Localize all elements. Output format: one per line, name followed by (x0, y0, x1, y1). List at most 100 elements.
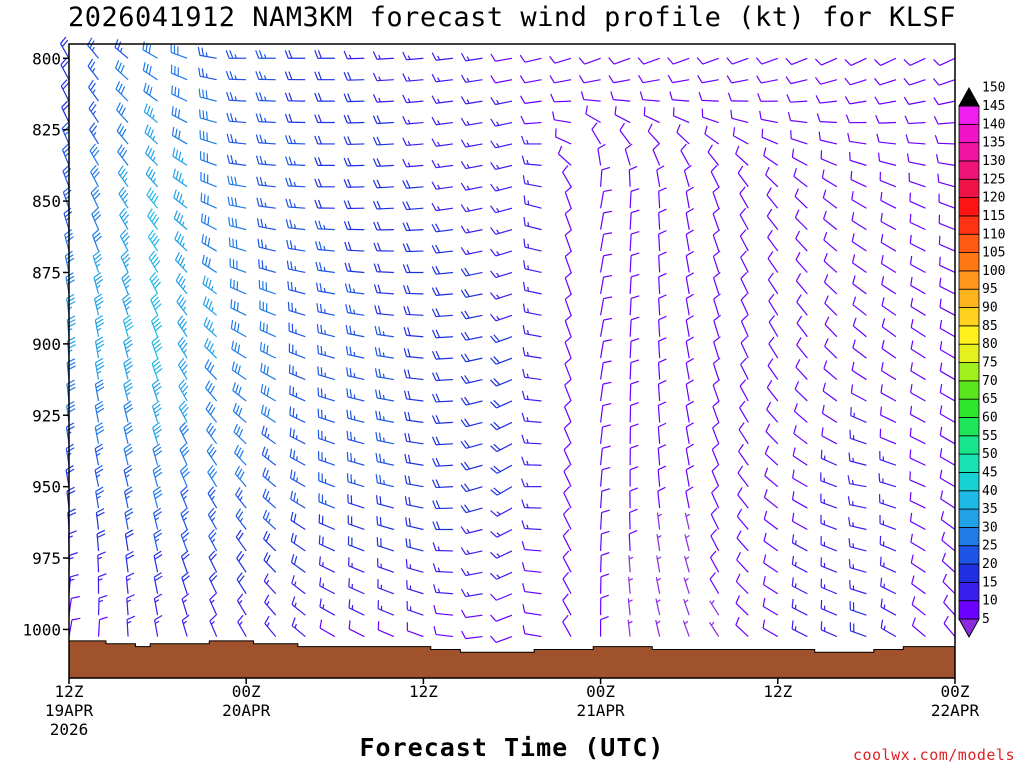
barb-shaft (766, 194, 779, 209)
wind-barb (123, 421, 134, 444)
wind-barb (738, 443, 749, 466)
barb-full (349, 389, 352, 398)
barb-full (549, 55, 556, 64)
barb-full (848, 452, 851, 462)
barb-full (258, 71, 263, 80)
barb-full (490, 423, 498, 431)
barb-shaft (554, 100, 572, 103)
barb-shaft (910, 348, 926, 359)
barb-half (437, 163, 441, 168)
barb-shaft (824, 324, 838, 338)
barb-shaft (766, 215, 779, 231)
barb-shaft (318, 459, 335, 466)
barb-shaft (209, 620, 218, 637)
barb-full (289, 448, 293, 458)
wind-barb (256, 218, 276, 231)
barb-shaft (564, 213, 572, 230)
barb-half (183, 391, 188, 396)
barb-full (176, 294, 182, 303)
wind-barb (737, 487, 749, 509)
wind-barb (767, 358, 779, 380)
wind-barb (123, 400, 134, 423)
wind-barb (260, 383, 277, 402)
wind-barb (767, 272, 779, 295)
barb-full (713, 314, 721, 321)
colorbar-cell (958, 435, 980, 455)
barb-full (372, 158, 378, 167)
barb-shaft (147, 215, 159, 230)
barb-full (181, 446, 188, 454)
barb-half (527, 286, 530, 292)
wind-barb (290, 490, 306, 509)
barb-full (490, 53, 496, 62)
barb-shaft (600, 426, 604, 444)
barb-shaft (763, 584, 779, 595)
barb-full (94, 443, 103, 450)
barb-half (437, 77, 441, 82)
wind-barb (95, 508, 105, 530)
wind-barb (708, 621, 720, 637)
wind-barb (939, 426, 956, 445)
barb-half (210, 599, 215, 604)
barb-full (266, 408, 270, 418)
wind-barb (490, 140, 513, 149)
barb-full (563, 486, 571, 494)
barb-shaft (740, 257, 749, 273)
barb-full (911, 617, 916, 626)
wind-barb (375, 410, 394, 423)
barb-half (205, 73, 208, 78)
wind-barb (658, 294, 667, 316)
wind-barb (343, 157, 365, 167)
barb-full (460, 246, 467, 255)
barb-shaft (880, 57, 897, 67)
colorbar-cell (958, 197, 980, 217)
wind-barb (847, 496, 867, 509)
wind-barb (97, 573, 107, 594)
barb-half (684, 599, 689, 603)
wind-barb (938, 235, 956, 252)
wind-barb (849, 429, 867, 445)
wind-barb (93, 271, 104, 295)
barb-shaft (600, 491, 603, 509)
wind-barb (736, 551, 749, 573)
barb-shaft (258, 184, 276, 188)
barb-half (234, 117, 238, 122)
barb-full (263, 364, 266, 374)
barb-half (92, 110, 97, 115)
wind-barb (88, 101, 100, 123)
barb-full (62, 164, 70, 172)
barb-full (685, 293, 694, 300)
barb-shaft (564, 363, 572, 380)
barb-half (685, 534, 690, 539)
colorbar-label: 75 (982, 356, 998, 371)
barb-full (880, 233, 884, 243)
barb-shaft (524, 612, 542, 616)
barb-shaft (94, 341, 100, 359)
barb-shaft (739, 235, 749, 252)
barb-shaft (852, 283, 867, 295)
wind-barb (205, 401, 218, 423)
barb-shaft (939, 413, 956, 423)
barb-half (97, 349, 102, 353)
wind-barb (372, 51, 394, 60)
wind-barb (66, 486, 76, 509)
wind-barb (735, 616, 749, 638)
wind-barb (652, 143, 661, 166)
barb-shaft (199, 75, 217, 81)
barb-full (407, 327, 411, 336)
barb-shaft (939, 264, 956, 274)
colorbar-cell (958, 581, 980, 602)
wind-barb (562, 571, 572, 595)
barb-shaft (820, 544, 838, 552)
wind-barb (433, 604, 453, 616)
colorbar-cell (958, 362, 980, 382)
barb-full (177, 315, 184, 323)
wind-barb (431, 479, 453, 489)
barb-half (383, 458, 385, 464)
barb-full (796, 337, 802, 346)
wind-barb (685, 186, 694, 209)
barb-full (288, 198, 293, 208)
barb-shaft (347, 375, 365, 381)
barb-shaft (377, 376, 394, 381)
wind-barb (730, 109, 749, 124)
